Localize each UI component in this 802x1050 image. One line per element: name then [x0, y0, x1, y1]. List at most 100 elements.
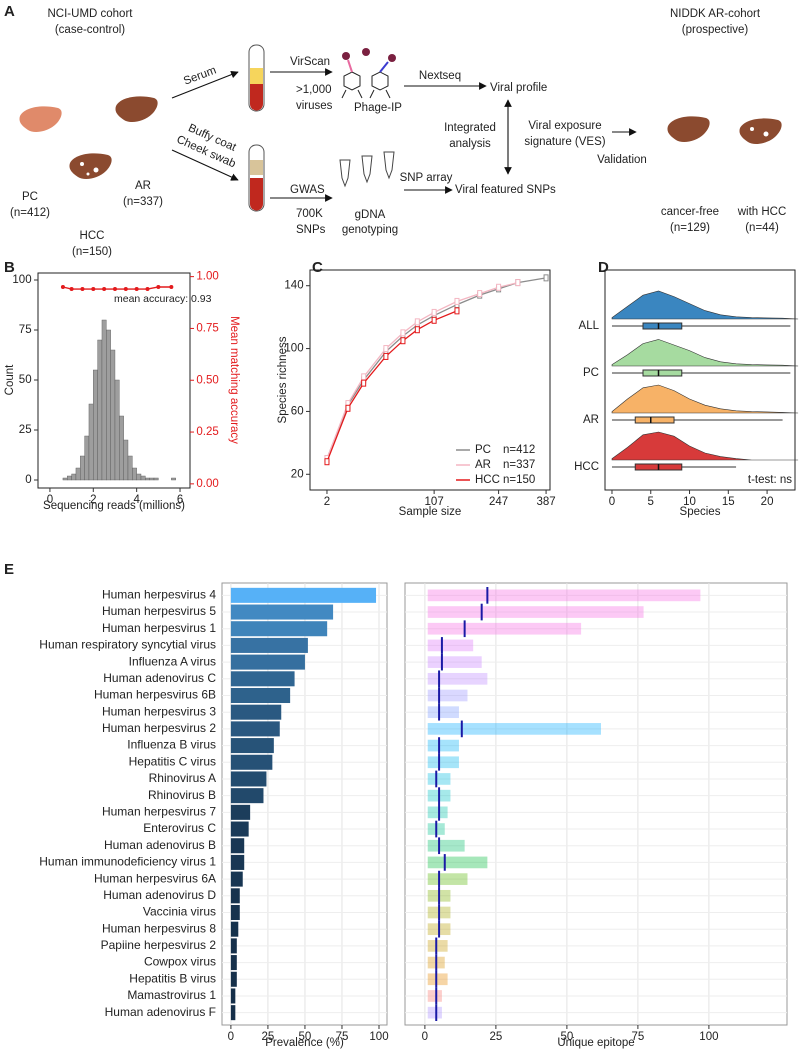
- step-label: Integrated: [444, 122, 496, 134]
- epitope-range: [427, 689, 468, 702]
- bar: [230, 671, 295, 687]
- step-label: SNPs: [296, 224, 326, 236]
- bar: [230, 804, 251, 820]
- histogram-bar: [106, 329, 111, 481]
- plot-frame: [604, 269, 796, 491]
- category-label: Human adenovirus C: [103, 671, 216, 685]
- histogram-bar: [80, 455, 85, 481]
- tumor-dot: [86, 172, 90, 176]
- histogram-bar: [101, 319, 107, 481]
- bar: [230, 904, 240, 921]
- series-box: [400, 329, 406, 337]
- accuracy-point: [169, 284, 174, 289]
- group-name: AR: [135, 180, 151, 192]
- bar: [230, 738, 274, 754]
- antibody: [347, 59, 353, 73]
- bar: [230, 687, 291, 704]
- x-axis-label: Unique epitope: [557, 1037, 634, 1049]
- category-label: Human herpesvirus 7: [102, 805, 216, 819]
- panel-a: A NCI-UMD cohort (case-control) PC (n=41…: [4, 3, 786, 258]
- step-label: 700K: [296, 208, 323, 220]
- accuracy-point: [102, 287, 107, 292]
- epitope-range: [427, 856, 488, 869]
- bar: [230, 938, 237, 954]
- y-tick-label: 100: [284, 343, 303, 355]
- phage-head: [362, 48, 370, 56]
- panel-letter: D: [598, 259, 609, 276]
- x-tick-label: 107: [425, 496, 444, 508]
- group-name: cancer-free: [661, 206, 719, 218]
- liver-icon: [115, 96, 158, 122]
- x-tick-label: 387: [536, 496, 555, 508]
- x-tick-label: 2: [324, 496, 330, 508]
- histogram-bar: [97, 339, 103, 481]
- accuracy-point: [112, 287, 117, 292]
- category-label: Human herpesvirus 4: [102, 588, 216, 602]
- bar: [230, 587, 377, 603]
- legend-label: AR: [475, 459, 491, 471]
- x-tick-label: 100: [369, 1031, 388, 1043]
- epitope-range: [427, 773, 451, 785]
- group-n: (n=129): [670, 222, 710, 234]
- bar: [230, 838, 245, 854]
- x-tick-label: 15: [722, 496, 735, 508]
- series-line: [326, 281, 518, 459]
- step-label: Phage-IP: [354, 102, 402, 114]
- bar: [230, 654, 305, 670]
- y-tick-label: 0.75: [196, 322, 218, 334]
- box: [642, 322, 683, 330]
- bar: [230, 988, 236, 1004]
- bar: [230, 871, 243, 887]
- y-tick-label: 60: [291, 405, 304, 417]
- group-label: AR: [583, 414, 599, 426]
- liver-icon: [69, 153, 112, 179]
- tube-serum: [250, 68, 263, 84]
- y-tick-label: 0: [25, 474, 31, 486]
- density: [611, 384, 799, 414]
- group-name: HCC: [80, 230, 105, 242]
- y-tick-label: 140: [284, 280, 303, 292]
- y-tick-label: 100: [12, 274, 31, 286]
- plot-frame: [309, 269, 551, 491]
- y-axis-label: Count: [4, 364, 16, 395]
- tube-blood: [250, 178, 263, 211]
- tumor-dot: [763, 131, 769, 137]
- category-label: Human herpesvirus 8: [102, 921, 216, 935]
- x-tick-label: 20: [761, 496, 774, 508]
- histogram-bar: [71, 473, 77, 481]
- category-label: Influenza A virus: [129, 654, 216, 668]
- step-label: GWAS: [290, 184, 325, 196]
- bar: [230, 788, 264, 804]
- category-label: Human herpesvirus 5: [102, 604, 216, 618]
- annotation: t-test: ns: [748, 474, 792, 486]
- density: [611, 290, 799, 320]
- accuracy-line: [62, 286, 172, 290]
- series-box: [431, 316, 437, 324]
- bar: [230, 971, 237, 987]
- panel-letter: A: [4, 3, 15, 20]
- step-label: Nextseq: [419, 70, 461, 82]
- category-label: Human herpesvirus 1: [102, 621, 216, 635]
- histogram-bar: [62, 477, 68, 481]
- epitope-range: [427, 839, 465, 852]
- annotation: mean accuracy: 0.93: [114, 293, 212, 305]
- bar: [230, 754, 273, 770]
- legend-label: HCC: [475, 474, 500, 486]
- series-box: [477, 290, 483, 298]
- density: [611, 339, 799, 367]
- cohort-type: (case-control): [55, 24, 125, 36]
- series-box: [496, 283, 502, 291]
- category-label: Human herpesvirus 2: [102, 721, 216, 735]
- bar: [230, 604, 334, 620]
- group-n: (n=150): [72, 246, 112, 258]
- bar: [230, 771, 267, 787]
- phage-icon: [371, 71, 389, 91]
- group-label: HCC: [574, 461, 599, 473]
- histogram-bar: [153, 477, 159, 481]
- bar: [230, 921, 239, 937]
- category-label: Human herpesvirus 6B: [94, 688, 216, 702]
- step-label: VirScan: [290, 56, 330, 68]
- accuracy-point: [145, 287, 150, 292]
